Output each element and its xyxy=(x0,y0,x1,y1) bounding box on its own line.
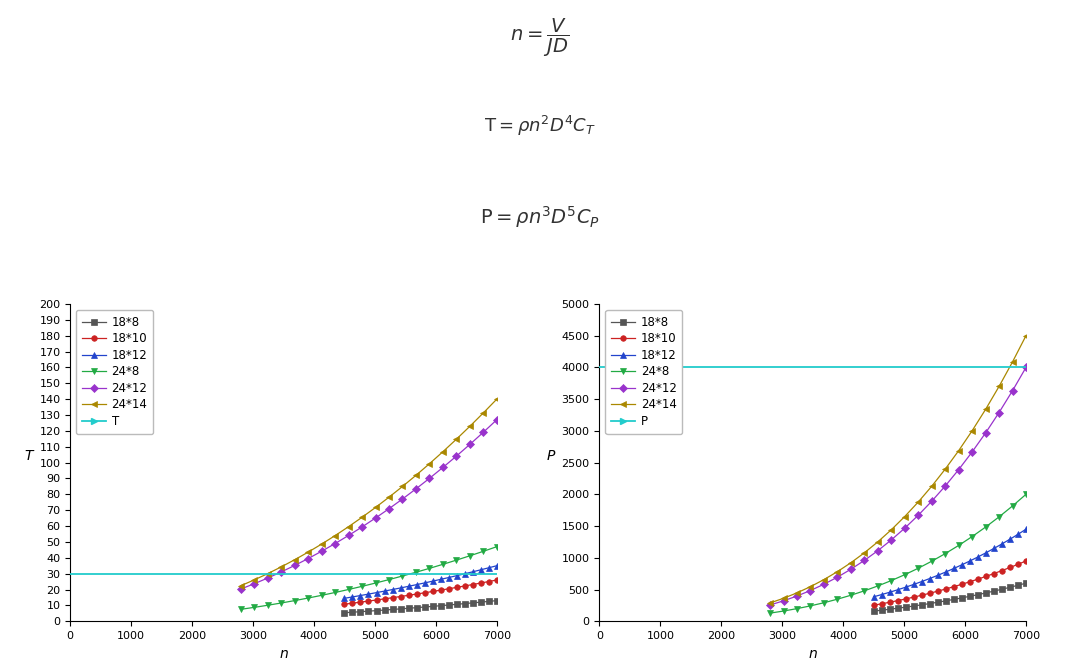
Text: $\mathrm{P} = \rho n^3 D^5 C_P$: $\mathrm{P} = \rho n^3 D^5 C_P$ xyxy=(480,204,600,230)
Y-axis label: T: T xyxy=(24,449,32,462)
X-axis label: n: n xyxy=(279,647,288,661)
Y-axis label: P: P xyxy=(546,449,555,462)
X-axis label: n: n xyxy=(808,647,818,661)
Text: $n = \dfrac{V}{JD}$: $n = \dfrac{V}{JD}$ xyxy=(511,17,569,59)
Legend: 18*8, 18*10, 18*12, 24*8, 24*12, 24*14, T: 18*8, 18*10, 18*12, 24*8, 24*12, 24*14, … xyxy=(76,310,153,434)
Text: $\mathrm{T}=\rho n^2 D^4 C_T$: $\mathrm{T}=\rho n^2 D^4 C_T$ xyxy=(484,114,596,138)
Legend: 18*8, 18*10, 18*12, 24*8, 24*12, 24*14, P: 18*8, 18*10, 18*12, 24*8, 24*12, 24*14, … xyxy=(605,310,683,434)
